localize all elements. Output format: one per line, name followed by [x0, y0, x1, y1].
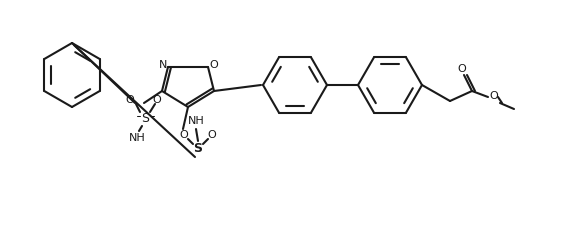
Text: NH: NH [188, 116, 204, 126]
Text: O: O [210, 60, 218, 70]
Text: O: O [208, 130, 217, 140]
Text: O: O [153, 95, 161, 105]
Text: O: O [458, 64, 467, 74]
Text: S: S [141, 112, 149, 124]
Text: O: O [490, 91, 498, 101]
Text: S: S [194, 143, 203, 155]
Text: NH: NH [129, 133, 146, 143]
Text: O: O [126, 95, 134, 105]
Text: N: N [159, 60, 167, 70]
Text: O: O [180, 130, 188, 140]
